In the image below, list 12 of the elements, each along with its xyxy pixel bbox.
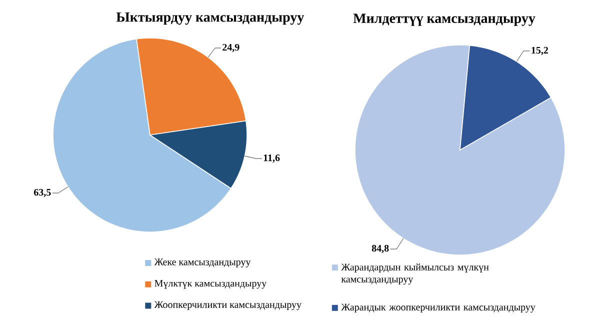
data-label: 11,6: [264, 154, 280, 163]
legend-label: Мүлктүк камсыздандыруу: [154, 280, 267, 289]
chart-title: Милдеттүү камсыздандыруу: [353, 14, 536, 26]
legend-label: Жеке камсыздандыруу: [154, 258, 251, 268]
legend-label: Жоопкерчиликти камсыздандыруу: [154, 301, 302, 310]
data-label: 15,2: [532, 46, 548, 56]
legend-label: Жарандык жоопкерчиликти камсыздандыруу: [341, 304, 536, 313]
chart-title: Ыктыярдуу камсыздандыруу: [116, 12, 304, 25]
data-label: 63,5: [34, 188, 51, 198]
data-label: 24,9: [222, 44, 240, 52]
legend-label: Жарандардын кыймылсыз мүлкүн камсыздандыруу: [341, 264, 489, 285]
data-label: 84,8: [372, 244, 389, 254]
